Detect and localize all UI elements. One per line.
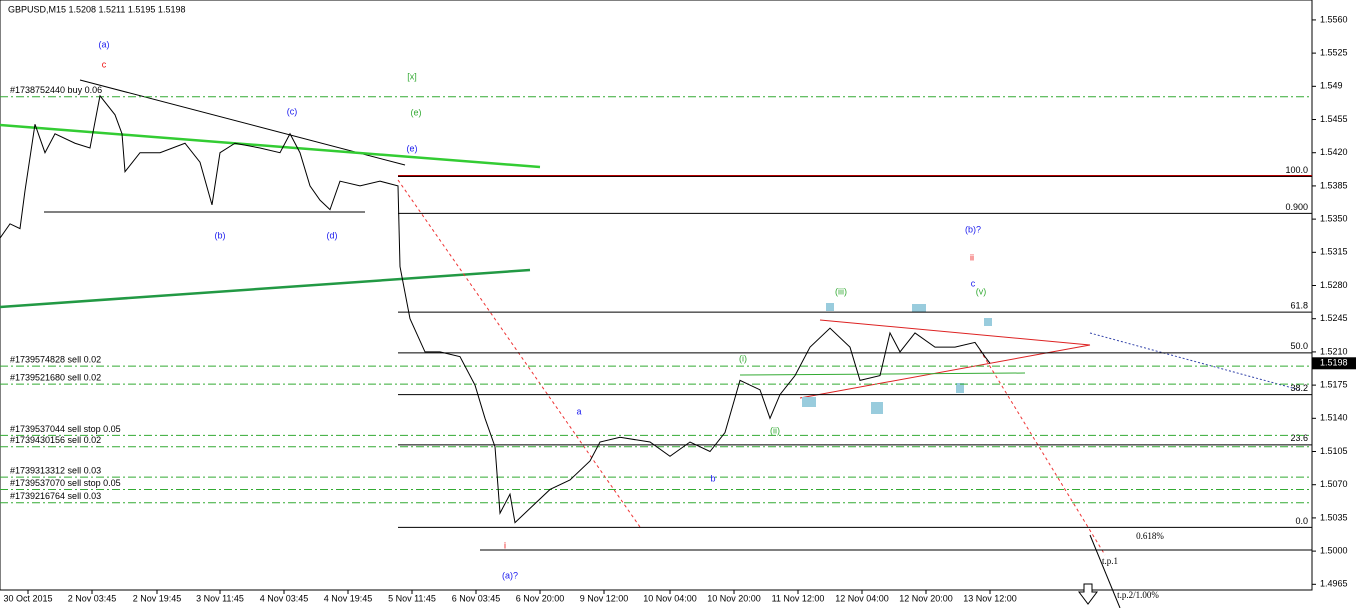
wave-label: (b) — [215, 230, 226, 240]
marker — [826, 303, 834, 311]
x-tick-label: 2 Nov 19:45 — [133, 593, 182, 603]
marker — [984, 318, 992, 326]
y-tick-label: 1.5280 — [1320, 280, 1348, 290]
x-tick-label: 13 Nov 12:00 — [963, 593, 1017, 603]
y-tick-label: 1.5385 — [1320, 180, 1348, 190]
y-tick-label: 1.5560 — [1320, 14, 1348, 24]
wave-label: (iii) — [835, 286, 847, 296]
wave-label: c — [102, 59, 107, 69]
fib-label: 23.6 — [1290, 433, 1308, 443]
triangle-line — [819, 319, 1091, 346]
y-tick-label: 1.549 — [1320, 81, 1343, 91]
fib-label: 61.8 — [1290, 300, 1308, 310]
wave-label: 0.618% — [1136, 531, 1164, 541]
x-tick-label: 10 Nov 20:00 — [707, 593, 761, 603]
y-tick-label: 1.5000 — [1320, 545, 1348, 555]
x-tick-label: 2 Nov 03:45 — [68, 593, 117, 603]
order-label: #1739574828 sell 0.02 — [10, 355, 101, 365]
y-tick-label: 1.5105 — [1320, 446, 1348, 456]
order-label: #1739216764 sell 0.03 — [10, 491, 101, 501]
arrow-line — [1089, 534, 1121, 608]
trend-line — [739, 372, 1026, 376]
y-tick-label: 1.5070 — [1320, 479, 1348, 489]
marker — [956, 383, 964, 393]
y-tick-label: 1.5525 — [1320, 47, 1348, 57]
y-tick-label: 1.5455 — [1320, 114, 1348, 124]
trend-line — [0, 268, 531, 309]
y-tick-label: 1.5140 — [1320, 413, 1348, 423]
wave-label: (ii) — [770, 425, 780, 435]
wave-label: (b)? — [965, 224, 981, 234]
y-tick-label: 1.5245 — [1320, 313, 1348, 323]
current-price-box — [1312, 357, 1356, 370]
x-tick-label: 10 Nov 04:00 — [643, 593, 697, 603]
x-tick-label: 3 Nov 11:45 — [196, 593, 244, 603]
x-tick-label: 5 Nov 11:45 — [388, 593, 436, 603]
wave-label: (a) — [99, 39, 110, 49]
marker — [871, 402, 883, 414]
marker — [802, 397, 816, 407]
price-line — [0, 94, 991, 524]
fib-label: 0.900 — [1285, 202, 1308, 212]
current-price-label: 1.5198 — [1320, 358, 1348, 368]
projection-line — [979, 349, 1106, 556]
y-tick-label: 1.4965 — [1320, 579, 1348, 589]
wave-label: b — [710, 473, 715, 483]
wave-label: t.p.1 — [1102, 556, 1118, 566]
y-tick-label: 1.5210 — [1320, 346, 1348, 356]
plot-frame — [0, 0, 1313, 591]
wave-label: a — [576, 406, 581, 416]
wave-label: (e) — [407, 143, 418, 153]
wave-label: c — [971, 278, 976, 288]
y-tick-label: 1.5420 — [1320, 147, 1348, 157]
wave-label: [x] — [407, 71, 417, 81]
x-tick-label: 4 Nov 03:45 — [260, 593, 309, 603]
wave-label: t.p.2/1.00% — [1117, 590, 1159, 600]
x-tick-label: 6 Nov 20:00 — [516, 593, 565, 603]
wave-label: i — [504, 540, 506, 550]
x-tick-label: 12 Nov 20:00 — [899, 593, 953, 603]
order-label: #1739430156 sell 0.02 — [10, 435, 101, 445]
y-tick-label: 1.5350 — [1320, 213, 1348, 223]
y-tick-label: 1.5035 — [1320, 512, 1348, 522]
projection-line — [1089, 332, 1301, 391]
fib-label: 0.0 — [1295, 516, 1308, 526]
marker — [912, 304, 926, 312]
wave-label: (e) — [411, 107, 422, 117]
wave-label: (c) — [287, 106, 298, 116]
wave-label: (v) — [976, 286, 987, 296]
y-tick-label: 1.5315 — [1320, 247, 1348, 257]
trend-line — [0, 123, 541, 169]
order-label: #1739313312 sell 0.03 — [10, 465, 101, 475]
x-tick-label: 4 Nov 19:45 — [324, 593, 373, 603]
order-label: #1738752440 buy 0.06 — [10, 85, 102, 95]
x-tick-label: 9 Nov 12:00 — [580, 593, 629, 603]
x-tick-label: 12 Nov 04:00 — [835, 593, 889, 603]
wave-label: (a)? — [502, 570, 518, 580]
fib-label: 38.2 — [1290, 383, 1308, 393]
wave-label: (d) — [327, 230, 338, 240]
chart-title: GBPUSD,M15 1.5208 1.5211 1.5195 1.5198 — [8, 4, 185, 14]
wave-label: (i) — [739, 353, 747, 363]
wave-label: ii — [970, 252, 974, 262]
trend-line — [79, 79, 406, 166]
fib-label: 50.0 — [1290, 341, 1308, 351]
order-label: #1739537044 sell stop 0.05 — [10, 424, 121, 434]
x-tick-label: 6 Nov 03:45 — [452, 593, 501, 603]
x-tick-label: 11 Nov 12:00 — [772, 593, 825, 603]
arrow-icon — [1078, 583, 1098, 605]
order-label: #1739521680 sell 0.02 — [10, 373, 101, 383]
x-tick-label: 30 Oct 2015 — [3, 593, 52, 603]
projection-line — [397, 179, 641, 528]
order-label: #1739537070 sell stop 0.05 — [10, 478, 121, 488]
y-tick-label: 1.5175 — [1320, 379, 1348, 389]
fib-label: 100.0 — [1285, 165, 1308, 175]
triangle-line — [799, 344, 1091, 399]
